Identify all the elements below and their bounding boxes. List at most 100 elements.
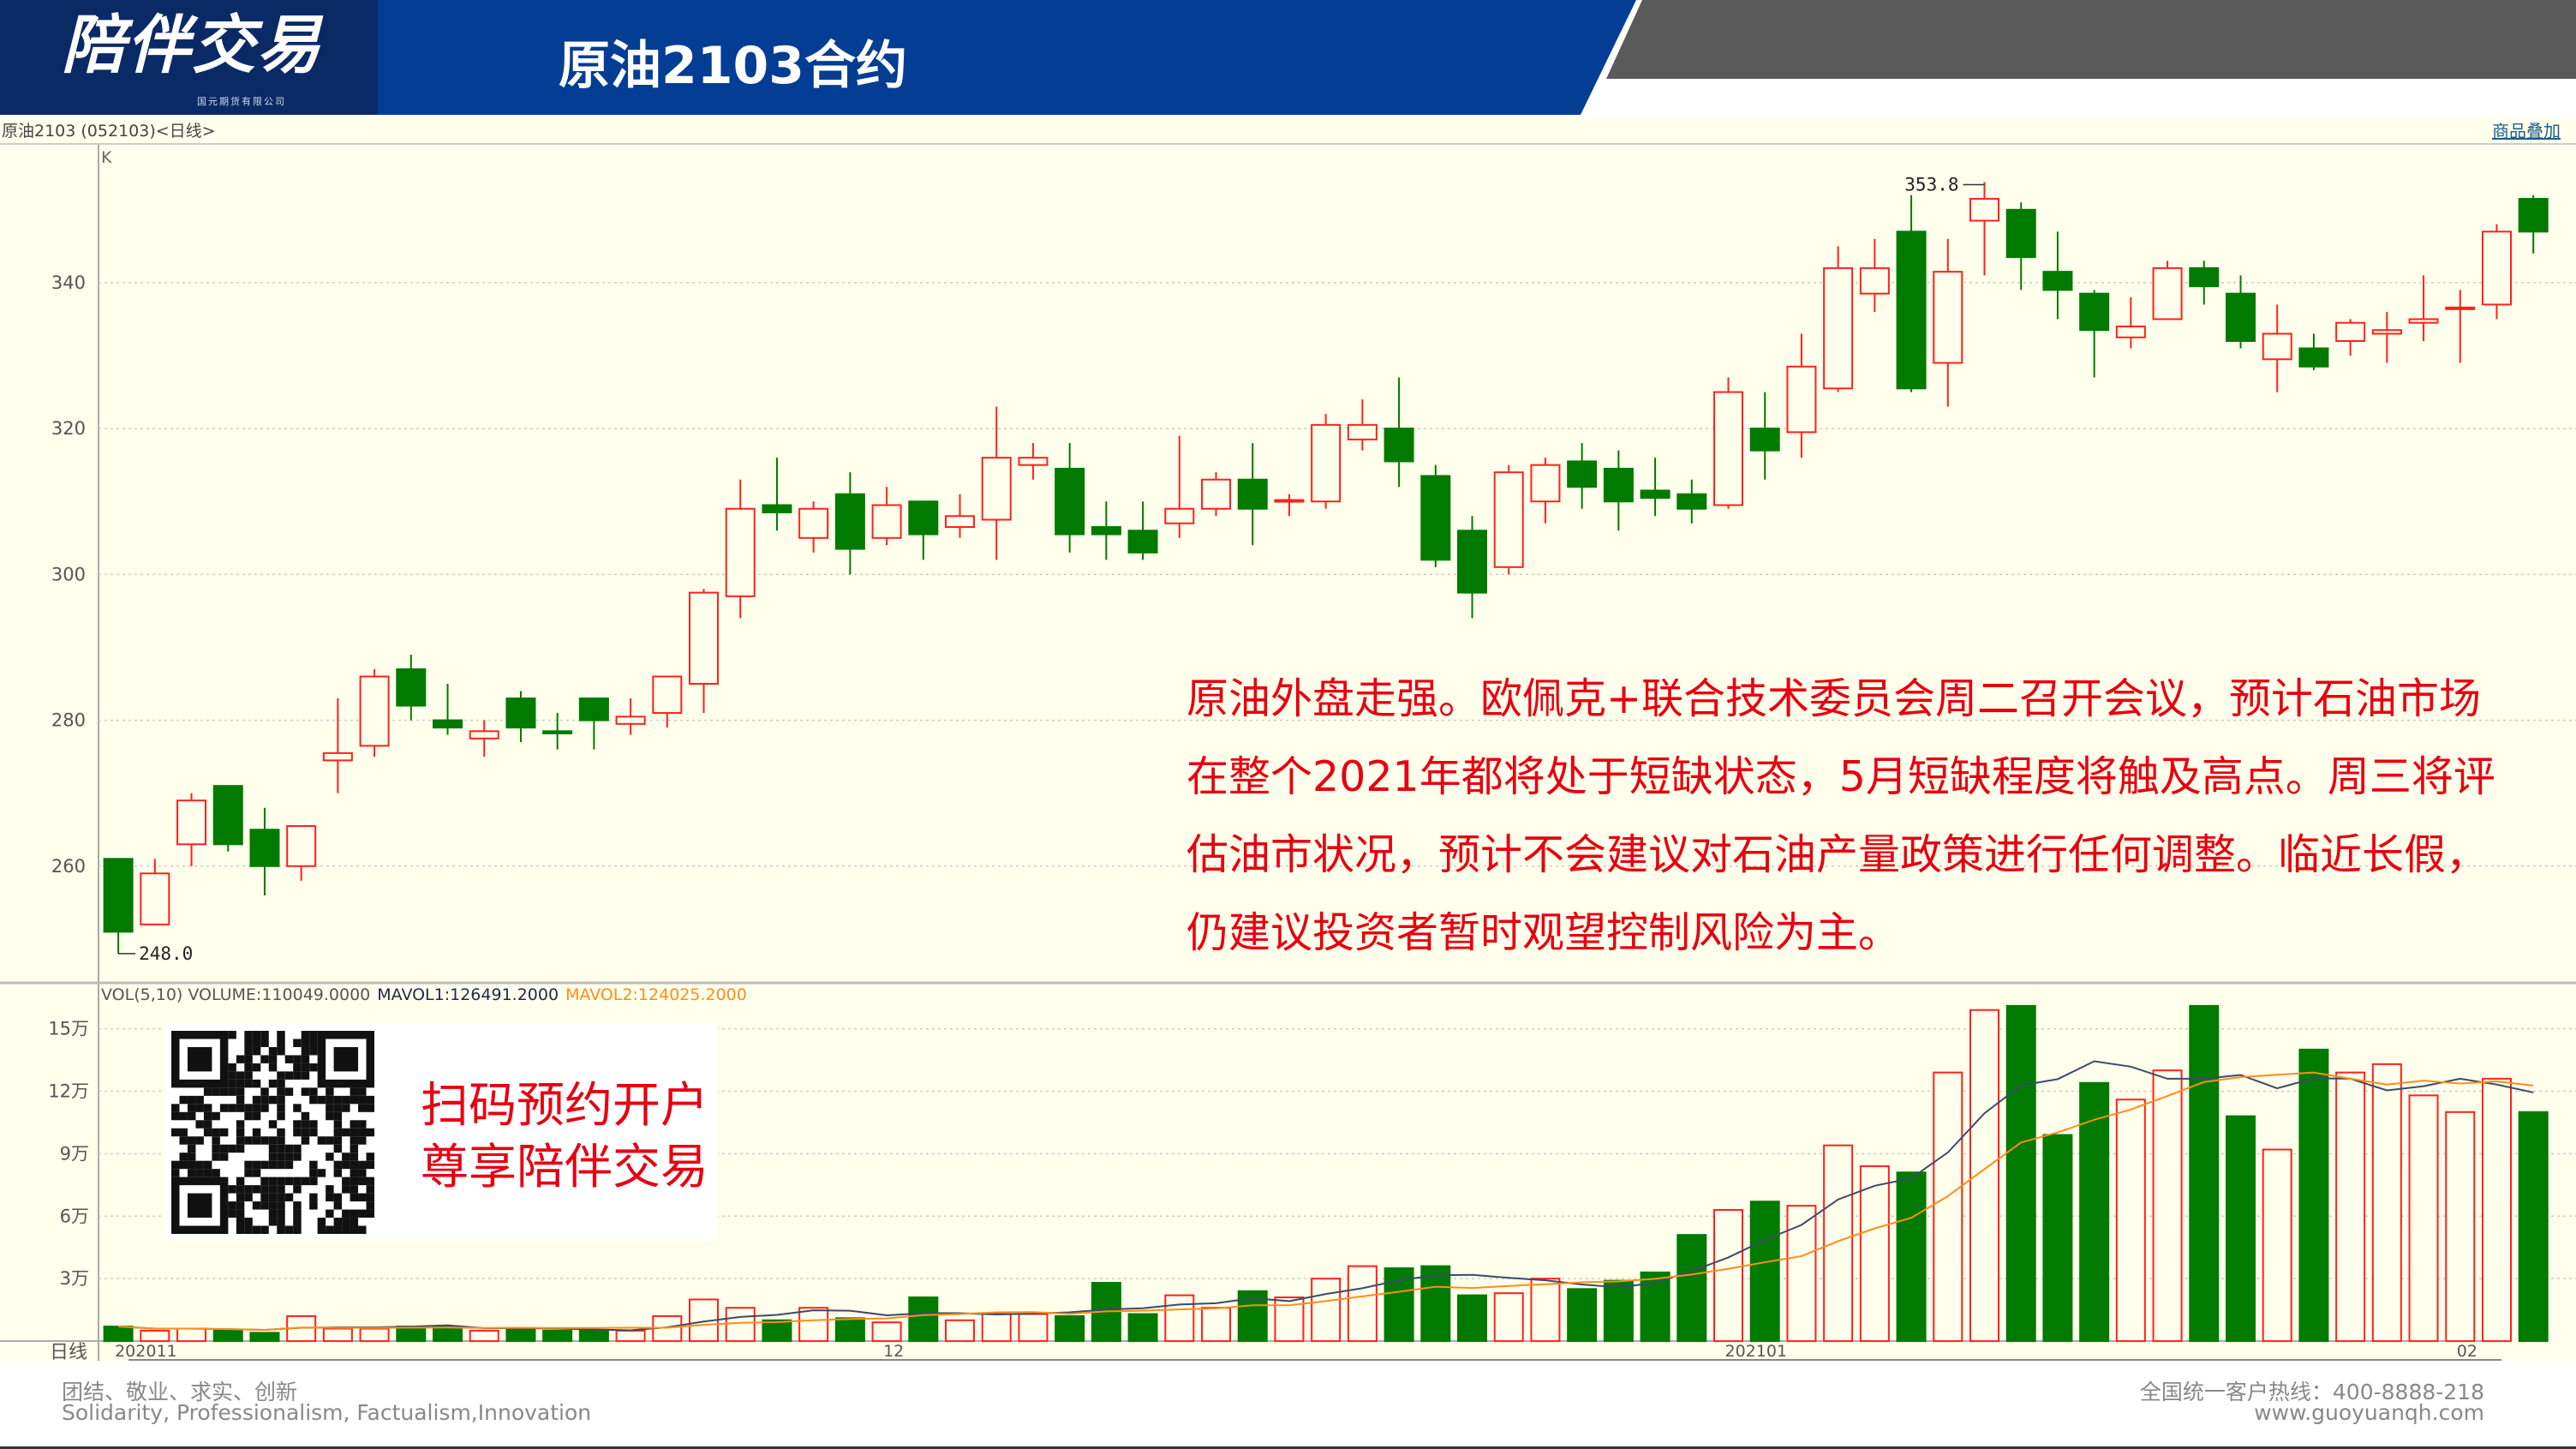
- volume-bar: [212, 1329, 243, 1343]
- candle-body: [1457, 530, 1488, 594]
- qr-module: [309, 1046, 318, 1056]
- qr-module: [309, 1169, 318, 1177]
- candle-body: [2189, 266, 2220, 288]
- mavol2-line: [118, 1071, 2534, 1331]
- qr-module: [228, 1031, 236, 1039]
- volume-bar: [578, 1329, 609, 1343]
- qr-module: [228, 1104, 236, 1112]
- qr-module: [366, 1153, 374, 1161]
- qr-module: [260, 1193, 269, 1202]
- volume-bar: [834, 1317, 865, 1343]
- qr-module: [333, 1169, 343, 1177]
- candle-body: [1896, 231, 1927, 390]
- qr-module: [244, 1063, 253, 1072]
- motto-cn: 团结、敬业、求实、创新: [62, 1380, 298, 1404]
- qr-module: [252, 1185, 261, 1194]
- volume-bar: [2042, 1134, 2073, 1343]
- qr-module: [268, 1136, 278, 1145]
- volume-bar: [2226, 1115, 2256, 1343]
- qr-module: [366, 1201, 374, 1210]
- qr-module: [277, 1079, 285, 1088]
- qr-module: [244, 1111, 253, 1121]
- qr-module: [284, 1225, 294, 1234]
- qr-module: [293, 1201, 302, 1210]
- kline-chart[interactable]: 260 280 300 320 340 3万 6万 9万 12万 15万 353.8 248.0 202…: [0, 118, 2576, 1361]
- qr-module: [252, 1169, 261, 1177]
- qr-module: [342, 1225, 350, 1234]
- qr-module: [212, 1169, 220, 1177]
- qr-module: [252, 1063, 261, 1072]
- x-tick-label: 12: [883, 1342, 904, 1361]
- volume-bar: [505, 1327, 536, 1343]
- volume-bar: [762, 1319, 792, 1343]
- qr-module: [277, 1185, 285, 1194]
- qr-module: [244, 1160, 253, 1170]
- qr-module: [277, 1111, 285, 1121]
- qr-module: [309, 1177, 318, 1186]
- volume-bar: [1859, 1165, 1890, 1343]
- volume-bar: [2189, 1004, 2220, 1343]
- qr-module: [277, 1095, 285, 1105]
- qr-module: [277, 1031, 285, 1039]
- qr-module: [252, 1160, 261, 1170]
- qr-module: [366, 1160, 374, 1170]
- qr-module: [187, 1169, 196, 1177]
- candle-body: [249, 829, 280, 867]
- qr-module: [236, 1185, 245, 1194]
- qr-code-icon[interactable]: [171, 1031, 374, 1234]
- qr-module: [236, 1144, 245, 1153]
- candle-body: [2152, 266, 2183, 320]
- qr-module: [293, 1055, 302, 1063]
- qr-module: [284, 1160, 294, 1170]
- candle-body: [103, 858, 134, 933]
- qr-module: [358, 1095, 367, 1105]
- qr-module: [260, 1160, 269, 1170]
- volume-tick-label: 3万: [60, 1268, 89, 1289]
- qr-module: [333, 1225, 343, 1234]
- qr-module: [358, 1169, 367, 1177]
- volume-bar: [1823, 1144, 1854, 1343]
- qr-module: [244, 1169, 253, 1177]
- qr-module: [358, 1087, 367, 1096]
- qr-module: [260, 1136, 269, 1145]
- qr-module: [260, 1225, 269, 1234]
- qr-module: [187, 1136, 196, 1145]
- qr-module: [350, 1136, 359, 1145]
- candle-body: [2298, 347, 2329, 368]
- qr-module: [268, 1218, 278, 1226]
- volume-bar: [945, 1319, 976, 1343]
- qr-module: [219, 1144, 229, 1153]
- qr-module: [333, 1111, 343, 1121]
- candle-body: [1823, 266, 1854, 390]
- volume-bar: [1384, 1267, 1414, 1343]
- qr-finder-center: [333, 1046, 359, 1072]
- qr-module: [268, 1209, 278, 1218]
- qr-module: [309, 1128, 318, 1137]
- qr-module: [366, 1185, 374, 1194]
- qr-module: [252, 1128, 261, 1137]
- qr-module: [179, 1136, 188, 1145]
- qr-module: [309, 1031, 318, 1039]
- qr-module: [228, 1071, 236, 1080]
- qr-module: [350, 1193, 359, 1202]
- qr-module: [244, 1104, 253, 1112]
- qr-module: [268, 1160, 278, 1170]
- website: www.guoyuanqh.com: [2254, 1400, 2484, 1425]
- qr-module: [236, 1209, 245, 1218]
- qr-module: [326, 1104, 334, 1112]
- qr-module: [277, 1136, 285, 1145]
- candle-body: [396, 668, 427, 707]
- qr-module: [293, 1177, 302, 1186]
- price-tick-label: 320: [51, 418, 86, 439]
- qr-module: [358, 1120, 367, 1129]
- volume-bar: [469, 1329, 499, 1343]
- candle-body: [1237, 478, 1268, 510]
- volume-bar: [981, 1313, 1012, 1343]
- qr-module: [350, 1185, 359, 1194]
- candle-body: [2518, 198, 2549, 233]
- qr-module: [236, 1079, 245, 1088]
- volume-bar: [871, 1321, 902, 1343]
- header-accent: [1606, 0, 2576, 79]
- overlay-commodity-link[interactable]: 商品叠加: [2492, 121, 2561, 141]
- candle-body: [1311, 423, 1342, 503]
